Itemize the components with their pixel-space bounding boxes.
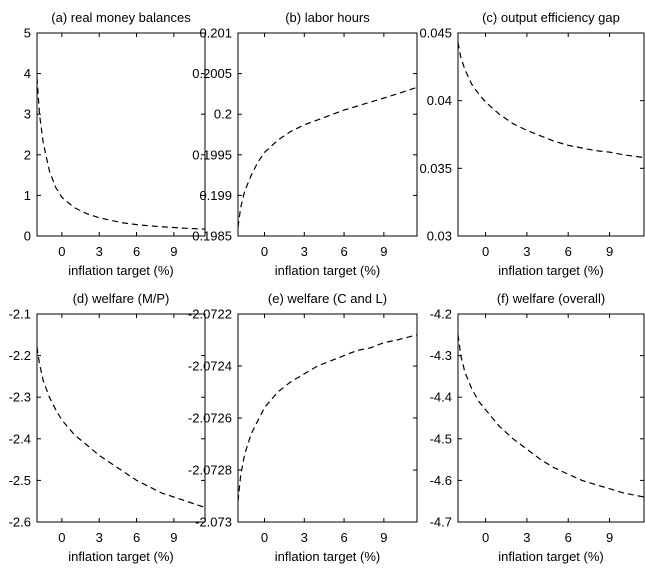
series-line bbox=[37, 347, 205, 508]
panel-1: (a) real money balances inflation target … bbox=[24, 10, 206, 278]
panel-title: (a) real money balances bbox=[51, 10, 191, 25]
y-tick-label: 3 bbox=[24, 107, 31, 122]
x-axis-label: inflation target (%) bbox=[275, 549, 381, 564]
y-tick-label: -4.2 bbox=[430, 307, 452, 322]
y-tick-label: -4.5 bbox=[430, 431, 452, 446]
x-tick-label: 0 bbox=[58, 530, 65, 545]
panel-title: (c) output efficiency gap bbox=[482, 10, 620, 25]
y-tick-label: -2.1 bbox=[9, 307, 31, 322]
panel-title: (d) welfare (M/P) bbox=[73, 291, 170, 306]
x-tick-label: 6 bbox=[340, 244, 347, 259]
x-tick-label: 3 bbox=[523, 244, 530, 259]
y-tick-label: -2.0728 bbox=[188, 463, 232, 478]
y-tick-label: 4 bbox=[24, 66, 31, 81]
y-tick-label: 0.1985 bbox=[192, 229, 232, 244]
series-line bbox=[458, 42, 644, 159]
x-tick-label: 6 bbox=[565, 530, 572, 545]
y-tick-label: -2.5 bbox=[9, 473, 31, 488]
series-line bbox=[238, 86, 417, 228]
y-tick-label: -2.4 bbox=[9, 431, 31, 446]
x-tick-label: 6 bbox=[565, 244, 572, 259]
y-tick-label: 5 bbox=[24, 26, 31, 41]
panel-title: (f) welfare (overall) bbox=[497, 291, 605, 306]
series-line bbox=[238, 334, 417, 502]
x-tick-label: 6 bbox=[133, 244, 140, 259]
y-tick-label: 0.045 bbox=[419, 26, 452, 41]
y-tick-label: 0 bbox=[24, 229, 31, 244]
x-tick-label: 9 bbox=[380, 530, 387, 545]
x-tick-label: 3 bbox=[523, 530, 530, 545]
x-axis-label: inflation target (%) bbox=[275, 263, 381, 278]
x-tick-label: 9 bbox=[606, 244, 613, 259]
y-tick-label: -2.0722 bbox=[188, 307, 232, 322]
y-tick-label: -2.0726 bbox=[188, 411, 232, 426]
panel-6: (f) welfare (overall) inflation target (%… bbox=[430, 291, 645, 564]
plot-frame bbox=[36, 32, 206, 237]
y-tick-label: 0.201 bbox=[199, 26, 232, 41]
plot-frame bbox=[457, 313, 645, 523]
series-line bbox=[37, 77, 205, 230]
plot-frame bbox=[457, 32, 645, 237]
y-tick-label: 0.1995 bbox=[192, 147, 232, 162]
y-tick-label: 0.2 bbox=[214, 107, 232, 122]
y-tick-label: -2.6 bbox=[9, 515, 31, 530]
plot-frame bbox=[237, 313, 418, 523]
y-tick-label: -2.073 bbox=[195, 515, 232, 530]
y-tick-label: 0.04 bbox=[427, 93, 452, 108]
panel-title: (b) labor hours bbox=[285, 10, 370, 25]
x-axis-label: inflation target (%) bbox=[68, 549, 174, 564]
y-tick-label: -2.2 bbox=[9, 348, 31, 363]
y-tick-label: -4.4 bbox=[430, 390, 452, 405]
x-tick-label: 3 bbox=[301, 244, 308, 259]
panel-3: (c) output efficiency gap inflation targe… bbox=[419, 10, 645, 278]
x-tick-label: 0 bbox=[261, 530, 268, 545]
plot-frame bbox=[237, 32, 418, 237]
x-tick-label: 3 bbox=[301, 530, 308, 545]
y-tick-label: 1 bbox=[24, 188, 31, 203]
x-tick-label: 0 bbox=[261, 244, 268, 259]
panel-2: (b) labor hours inflation target (%) 0 3 6 9 0… bbox=[192, 10, 418, 278]
x-tick-label: 6 bbox=[340, 530, 347, 545]
y-tick-label: -4.6 bbox=[430, 473, 452, 488]
panel-5: (e) welfare (C and L) inflation target (%… bbox=[188, 291, 418, 564]
x-axis-label: inflation target (%) bbox=[498, 549, 604, 564]
y-tick-label: -2.3 bbox=[9, 390, 31, 405]
x-tick-label: 9 bbox=[170, 244, 177, 259]
plot-frame bbox=[36, 313, 206, 523]
x-axis-label: inflation target (%) bbox=[68, 263, 174, 278]
panel-4: (d) welfare (M/P) inflation target (%)0 3 6… bbox=[9, 291, 206, 564]
x-tick-label: 9 bbox=[170, 530, 177, 545]
y-tick-label: 2 bbox=[24, 147, 31, 162]
x-tick-label: 0 bbox=[58, 244, 65, 259]
series-line bbox=[458, 334, 644, 498]
panel-title: (e) welfare (C and L) bbox=[268, 291, 387, 306]
x-axis-label: inflation target (%) bbox=[498, 263, 604, 278]
y-tick-label: 0.199 bbox=[199, 188, 232, 203]
y-tick-label: -4.7 bbox=[430, 515, 452, 530]
y-tick-label: 0.03 bbox=[427, 229, 452, 244]
x-tick-label: 9 bbox=[380, 244, 387, 259]
x-tick-label: 0 bbox=[482, 244, 489, 259]
x-tick-label: 9 bbox=[606, 530, 613, 545]
x-tick-label: 3 bbox=[96, 530, 103, 545]
y-tick-label: 0.2005 bbox=[192, 66, 232, 81]
x-tick-label: 0 bbox=[482, 530, 489, 545]
x-tick-label: 6 bbox=[133, 530, 140, 545]
y-tick-label: 0.035 bbox=[419, 161, 452, 176]
y-tick-label: -2.0724 bbox=[188, 359, 232, 374]
y-tick-label: -4.3 bbox=[430, 348, 452, 363]
x-tick-label: 3 bbox=[96, 244, 103, 259]
